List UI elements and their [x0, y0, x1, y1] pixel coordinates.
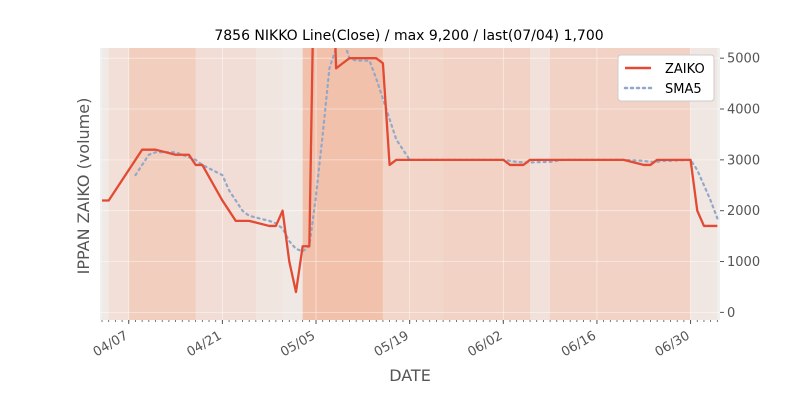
- shade-band: [443, 48, 531, 320]
- x-tick-label: 04/07: [91, 328, 131, 360]
- x-axis-label: DATE: [389, 366, 431, 385]
- x-tick-label: 04/21: [184, 328, 224, 360]
- zaiko-line: [102, 48, 718, 294]
- x-tick-label: 06/02: [465, 328, 505, 360]
- grid-lines: [100, 48, 720, 320]
- legend: ZAIKO SMA5: [617, 54, 715, 102]
- y-axis-label: IPPAN ZAIKO (volume): [74, 98, 93, 275]
- legend-zaiko-label: ZAIKO: [665, 62, 705, 77]
- legend-sma5-label: SMA5: [665, 82, 702, 97]
- y-tick-label: 0: [727, 306, 735, 321]
- y-tick-label: 3000: [727, 153, 760, 168]
- y-tick-label: 1000: [727, 255, 760, 270]
- shade-band: [382, 48, 444, 320]
- zaiko-series: [102, 48, 718, 294]
- chart-title: 7856 NIKKO Line(Close) / max 9,200 / las…: [214, 28, 603, 44]
- x-axis-ticks: 04/07 04/21 05/05 05/19 06/02 06/16 06/30: [91, 320, 718, 360]
- shading-bands: [102, 48, 718, 320]
- x-tick-label: 05/19: [372, 328, 412, 360]
- x-tick-label: 06/30: [653, 328, 693, 360]
- legend-box: [617, 54, 715, 102]
- shade-band: [530, 48, 551, 320]
- shade-band: [128, 48, 196, 320]
- shade-band: [102, 48, 109, 320]
- y-axis-ticks: 0 1000 2000 3000 4000 5000: [720, 52, 760, 321]
- y-tick-label: 4000: [727, 103, 760, 118]
- shade-band: [302, 48, 383, 320]
- x-tick-label: 06/16: [559, 328, 599, 360]
- x-tick-label: 05/05: [278, 328, 318, 360]
- y-tick-label: 2000: [727, 204, 760, 219]
- y-tick-label: 5000: [727, 52, 760, 67]
- shade-band: [255, 48, 283, 320]
